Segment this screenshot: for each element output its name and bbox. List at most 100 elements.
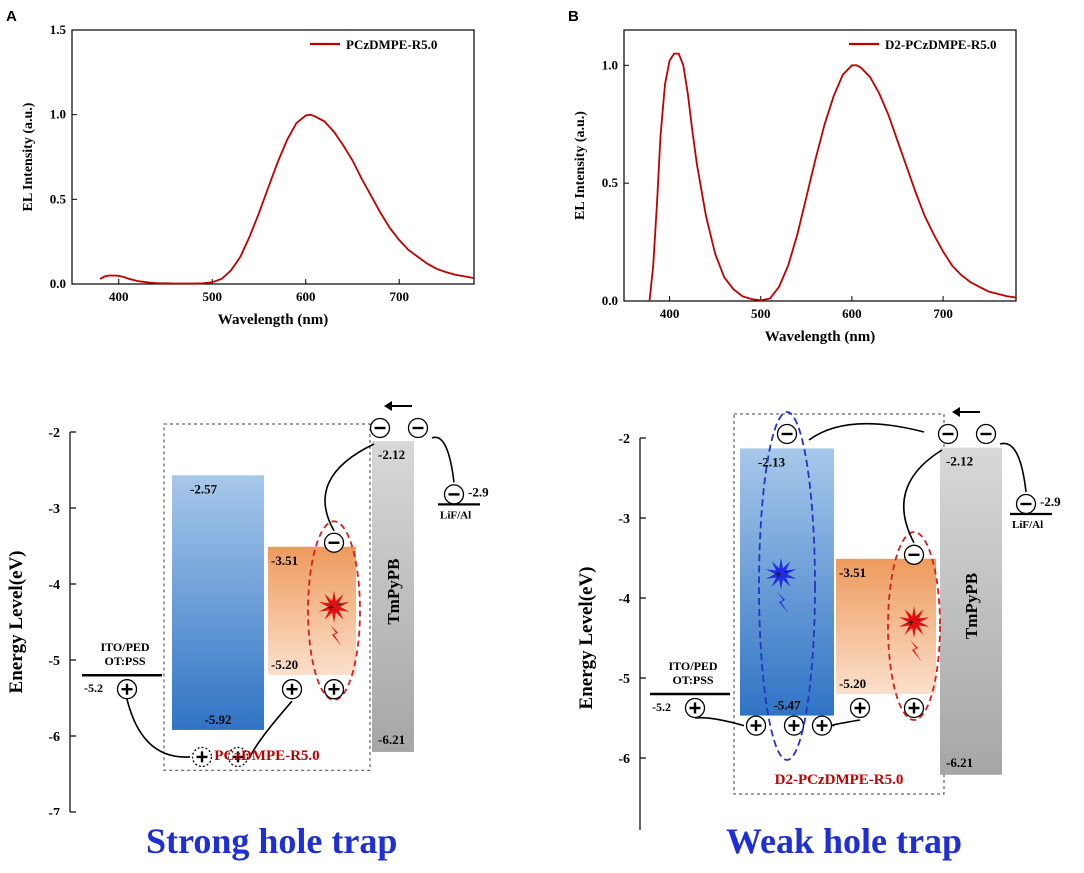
hole-symbol (783, 715, 805, 736)
emitter-name: PCzDMPE-R5.0 (214, 748, 319, 764)
hole-symbol (745, 715, 767, 736)
hole-symbol (227, 746, 249, 768)
exciton-plus: + (775, 569, 781, 581)
plus-mark (854, 702, 866, 714)
hole-symbol (684, 697, 706, 719)
emitter-name: D2-PCzDMPE-R5.0 (775, 772, 904, 788)
cathode-level-label: -2.9 (1040, 494, 1061, 509)
blue-exciton-star (765, 558, 797, 590)
dopant-homo-label: -5.20 (839, 676, 866, 691)
hole-symbol (281, 679, 303, 700)
energy-tick-label: -6 (48, 730, 60, 745)
panel-label-b: B (568, 8, 579, 25)
y-tick-label: 1.0 (50, 107, 66, 122)
y-tick-label: 0.0 (602, 293, 618, 308)
dopant-homo-label: -5.20 (271, 657, 298, 672)
caption-weak-hole-trap: Weak hole trap (726, 821, 963, 861)
electron-injection-curve (431, 436, 455, 483)
x-tick-label: 400 (109, 289, 129, 304)
etl-name: TmPyPB (962, 573, 981, 639)
cathode-name: LiF/Al (440, 509, 471, 521)
host-homo-label: -5.47 (773, 698, 801, 713)
y-tick-label: 0.5 (602, 175, 619, 190)
electron-symbol (903, 544, 925, 565)
anode-level-label: -5.2 (652, 700, 671, 714)
exciton-minus: - (784, 565, 788, 577)
etl-energy-bar (940, 447, 1002, 775)
plot-frame (71, 29, 475, 285)
emission-layer-box (733, 413, 945, 795)
hole-transfer-curve (831, 719, 861, 727)
anode-name: OT:PSS (672, 673, 713, 687)
host-lumo-label: -2.57 (190, 481, 218, 496)
electron-symbol (443, 484, 465, 505)
arrow-head (952, 407, 960, 417)
plus-mark (788, 720, 800, 732)
energy-diagram-strong: -2 -3 -4 -5 -6 -7 Energy Level(eV) ITO/PEDOT:PS… (6, 401, 489, 815)
etl-lumo-label: -2.12 (946, 454, 973, 469)
hole-symbol (191, 746, 213, 768)
spectrum-chart-a: 400 500 600 700 0.0 0.5 1.0 1.5 Wavelength (nm) E… (21, 22, 475, 328)
dopant-lumo-label: -3.51 (839, 565, 866, 580)
electron-transfer-curve (324, 443, 375, 532)
dopant-lumo-label: -3.51 (271, 553, 298, 568)
electron-symbol (407, 417, 429, 439)
plus-mark (232, 751, 244, 763)
exciton-plus: + (908, 617, 914, 629)
red-exciton-ellipse (887, 531, 941, 721)
spectrum-chart-b: 400 500 600 700 0.0 0.5 1.0 Wavelength (nm) EL I… (573, 29, 1017, 345)
hole-symbol (811, 715, 833, 736)
energy-tick-label: -2 (48, 426, 60, 441)
plus-mark (689, 702, 701, 714)
energy-axis-label: Energy Level(eV) (576, 567, 597, 710)
red-exciton-star (898, 606, 930, 638)
host-lumo-label: -2.13 (758, 454, 786, 469)
electron-symbol (1015, 493, 1037, 515)
plus-mark (750, 720, 762, 732)
electron-symbol (975, 423, 997, 445)
cathode-level-label: -2.9 (468, 484, 489, 499)
electron-symbol (323, 532, 345, 553)
host-homo-label: -5.92 (204, 712, 231, 727)
anode-level-label: -5.2 (84, 681, 103, 695)
caption-strong-hole-trap: Strong hole trap (146, 821, 398, 861)
energy-tick-label: -6 (618, 752, 630, 767)
hole-symbol (849, 697, 871, 719)
legend-label: D2-PCzDMPE-R5.0 (885, 37, 997, 52)
anode-name: OT:PSS (104, 654, 145, 668)
plus-mark (286, 683, 298, 695)
y-tick-label: 0.5 (50, 191, 67, 206)
x-tick-label: 600 (296, 289, 316, 304)
anode-name: ITO/PED (100, 640, 149, 654)
series-line-d2-pczdmpe-r5.0 (648, 52, 1017, 302)
hole-symbol (116, 679, 138, 700)
exciton-minus: - (917, 613, 921, 625)
energy-tick-label: -3 (618, 512, 630, 527)
cathode-name: LiF/Al (1012, 519, 1043, 531)
electron-symbol (776, 423, 798, 445)
y-axis-label: EL Intensity (a.u.) (21, 102, 36, 211)
hole-symbol (323, 679, 345, 700)
energy-axis-label: Energy Level(eV) (6, 551, 27, 694)
x-axis-label: Wavelength (nm) (765, 329, 875, 345)
hole-transfer-curve (249, 700, 293, 758)
series-line-pczdmpe-r5.0 (99, 113, 475, 285)
hole-injection-curve (694, 716, 745, 727)
etl-energy-bar (372, 441, 414, 752)
electron-symbol (369, 417, 391, 439)
x-tick-label: 500 (202, 289, 222, 304)
energy-tick-label: -4 (618, 592, 630, 607)
red-exciton-star (318, 590, 350, 623)
plot-frame (623, 29, 1017, 302)
legend-label: PCzDMPE-R5.0 (346, 37, 437, 52)
y-tick-label: 1.0 (602, 57, 618, 72)
x-tick-label: 400 (660, 306, 680, 321)
y-tick-label: 0.0 (50, 276, 66, 291)
x-tick-label: 600 (842, 306, 862, 321)
x-tick-label: 500 (751, 306, 771, 321)
energy-tick-label: -7 (48, 806, 60, 815)
x-tick-label: 700 (389, 289, 409, 304)
x-tick-label: 700 (933, 306, 953, 321)
exciton-minus: - (337, 598, 341, 610)
